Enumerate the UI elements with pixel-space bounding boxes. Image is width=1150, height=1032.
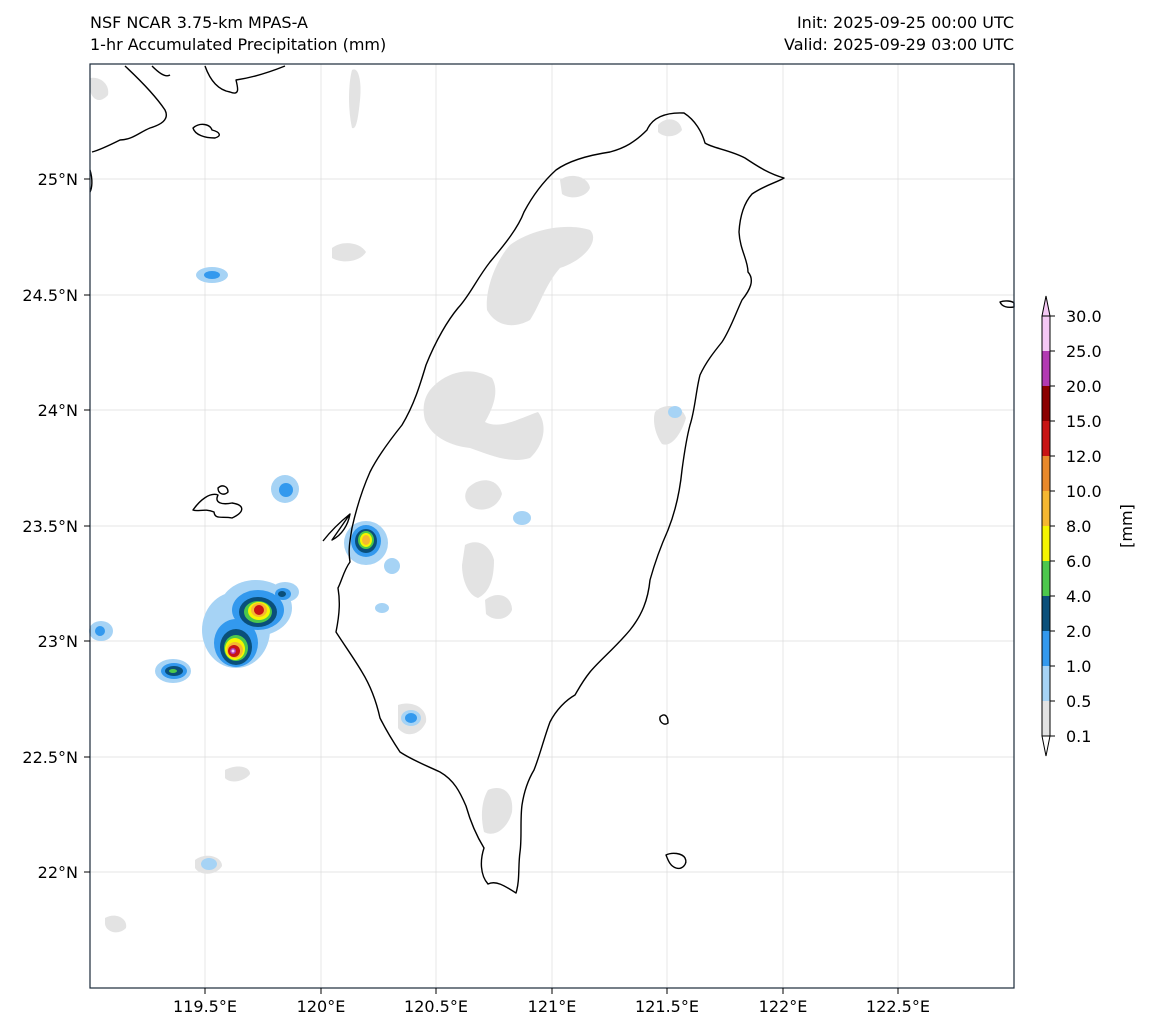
colorbar-segment-10-12: [1042, 456, 1050, 491]
x-tick-label: 122°E: [759, 997, 808, 1016]
x-tick-label: 120.5°E: [404, 997, 468, 1016]
penghu-islands-coastline: [192, 493, 243, 519]
x-tick-label: 121°E: [528, 997, 577, 1016]
figure-header-right: Init: 2025-09-25 00:00 UTC Valid: 2025-0…: [784, 12, 1014, 56]
precip-red-119.7-23.1: [254, 605, 264, 615]
x-tick-label: 121.5°E: [635, 997, 699, 1016]
colorbar-level-label: 8.0: [1066, 517, 1091, 536]
y-tick-label: 22°N: [38, 863, 78, 882]
colorbar-level-label: 0.5: [1066, 692, 1091, 711]
precip-core-119.8-23.7: [279, 483, 293, 497]
x-axis: 119.5°E 120°E 120.5°E 121°E 121.5°E 122°…: [173, 988, 930, 1016]
colorbar-level-label: 25.0: [1066, 342, 1102, 361]
colorbar-top-extend: [1041, 295, 1051, 317]
precip-cell-120.9-23.5: [513, 511, 531, 525]
precip-area-central: [465, 480, 502, 510]
colorbar-segment-15-20: [1042, 386, 1050, 421]
colorbar-level-label: 15.0: [1066, 412, 1102, 431]
colorbar-segment-0.1-0.5: [1042, 701, 1050, 736]
colorbar-level-label: 10.0: [1066, 482, 1102, 501]
map-panel: [89, 63, 1015, 989]
precip-area-north: [560, 175, 590, 198]
precip-20-plus: [230, 648, 236, 654]
precip-core-119.05-23.0: [95, 626, 105, 636]
colorbar-level-label: 30.0: [1066, 307, 1102, 326]
precip-area-sea-south-2: [105, 915, 127, 933]
precip-green-119.35-22.9: [169, 669, 177, 673]
precip-area-northwest-corner: [90, 77, 109, 101]
precip-orange-120.2-23.4: [362, 535, 370, 545]
colorbar-segment-6-8: [1042, 526, 1050, 561]
precip-cell-120.3-23.3: [384, 558, 400, 574]
y-tick-label: 23°N: [38, 632, 78, 651]
orchid-island-coastline: [665, 852, 687, 870]
x-tick-label: 119.5°E: [173, 997, 237, 1016]
colorbar-segment-2-4: [1042, 596, 1050, 631]
colorbar-segment-4-6: [1042, 561, 1050, 596]
precip-light: [90, 69, 686, 933]
y-tick-label: 25°N: [38, 170, 78, 189]
china-coastline-north: [91, 65, 286, 153]
colorbar-segment-0.5-1: [1042, 666, 1050, 701]
colorbar-level-label: 12.0: [1066, 447, 1102, 466]
colorbar-level-label: 4.0: [1066, 587, 1091, 606]
precip-peak-119.6-23.0: [231, 649, 235, 653]
penghu-strip-coastline: [322, 513, 351, 542]
init-time: Init: 2025-09-25 00:00 UTC: [796, 13, 1014, 32]
x-tick-label: 122.5°E: [866, 997, 930, 1016]
colorbar-segments: [1042, 316, 1050, 736]
y-tick-label: 24°N: [38, 401, 78, 420]
precip-cell-121.5-24.0: [668, 406, 682, 418]
valid-time: Valid: 2025-09-29 03:00 UTC: [783, 35, 1014, 54]
colorbar-level-label: 2.0: [1066, 622, 1091, 641]
colorbar-level-label: 0.1: [1066, 727, 1091, 746]
colorbar: 30.0 25.0 20.0 15.0 12.0 10.0 8.0 6.0 4.…: [1041, 295, 1136, 757]
colorbar-segment-20-25: [1042, 351, 1050, 386]
penghu-islet-coastline: [217, 485, 229, 495]
colorbar-unit-label: [mm]: [1117, 504, 1136, 548]
precip-core-119.5-24.6: [204, 271, 220, 279]
colorbar-level-label: 20.0: [1066, 377, 1102, 396]
colorbar-segment-25-30: [1042, 316, 1050, 351]
precip-cell-120.25-23.15: [375, 603, 389, 613]
y-tick-label: 23.5°N: [22, 517, 78, 536]
y-tick-label: 22.5°N: [22, 748, 78, 767]
colorbar-segment-12-15: [1042, 421, 1050, 456]
precip-area-south-tip: [481, 788, 513, 834]
china-island-coastline: [192, 123, 220, 139]
precip-area-strait-north: [332, 243, 366, 262]
y-axis: 25°N 24.5°N 24°N 23.5°N 23°N 22.5°N 22°N: [22, 170, 90, 882]
precip-area-north-mountains: [486, 226, 594, 326]
coastlines: [89, 65, 1015, 894]
precip-area-strait-band: [349, 69, 361, 129]
model-title: NSF NCAR 3.75-km MPAS-A: [90, 13, 308, 32]
precip-cell-119.5-22.05: [201, 858, 217, 870]
taiwan-coastline: [335, 112, 785, 894]
precip-area-south-1: [485, 595, 512, 619]
figure-header-left: NSF NCAR 3.75-km MPAS-A 1-hr Accumulated…: [90, 12, 386, 56]
precip-core-120.4-22.7: [405, 713, 417, 723]
colorbar-level-label: 6.0: [1066, 552, 1091, 571]
colorbar-segment-8-10: [1042, 491, 1050, 526]
colorbar-level-label: 1.0: [1066, 657, 1091, 676]
precip-dark-119.8-23.2: [278, 591, 286, 597]
colorbar-segment-1-2: [1042, 631, 1050, 666]
colorbar-bottom-extend: [1041, 735, 1051, 757]
precip-area-sea-south-1: [225, 766, 250, 782]
gridlines: [90, 64, 1014, 988]
x-tick-label: 120°E: [297, 997, 346, 1016]
y-tick-label: 24.5°N: [22, 286, 78, 305]
green-island-coastline: [659, 714, 669, 725]
field-title: 1-hr Accumulated Precipitation (mm): [90, 35, 387, 54]
precip-area-central-west: [423, 371, 544, 460]
precip-area-northeast: [658, 119, 682, 137]
precip-area-central-south: [462, 542, 494, 598]
